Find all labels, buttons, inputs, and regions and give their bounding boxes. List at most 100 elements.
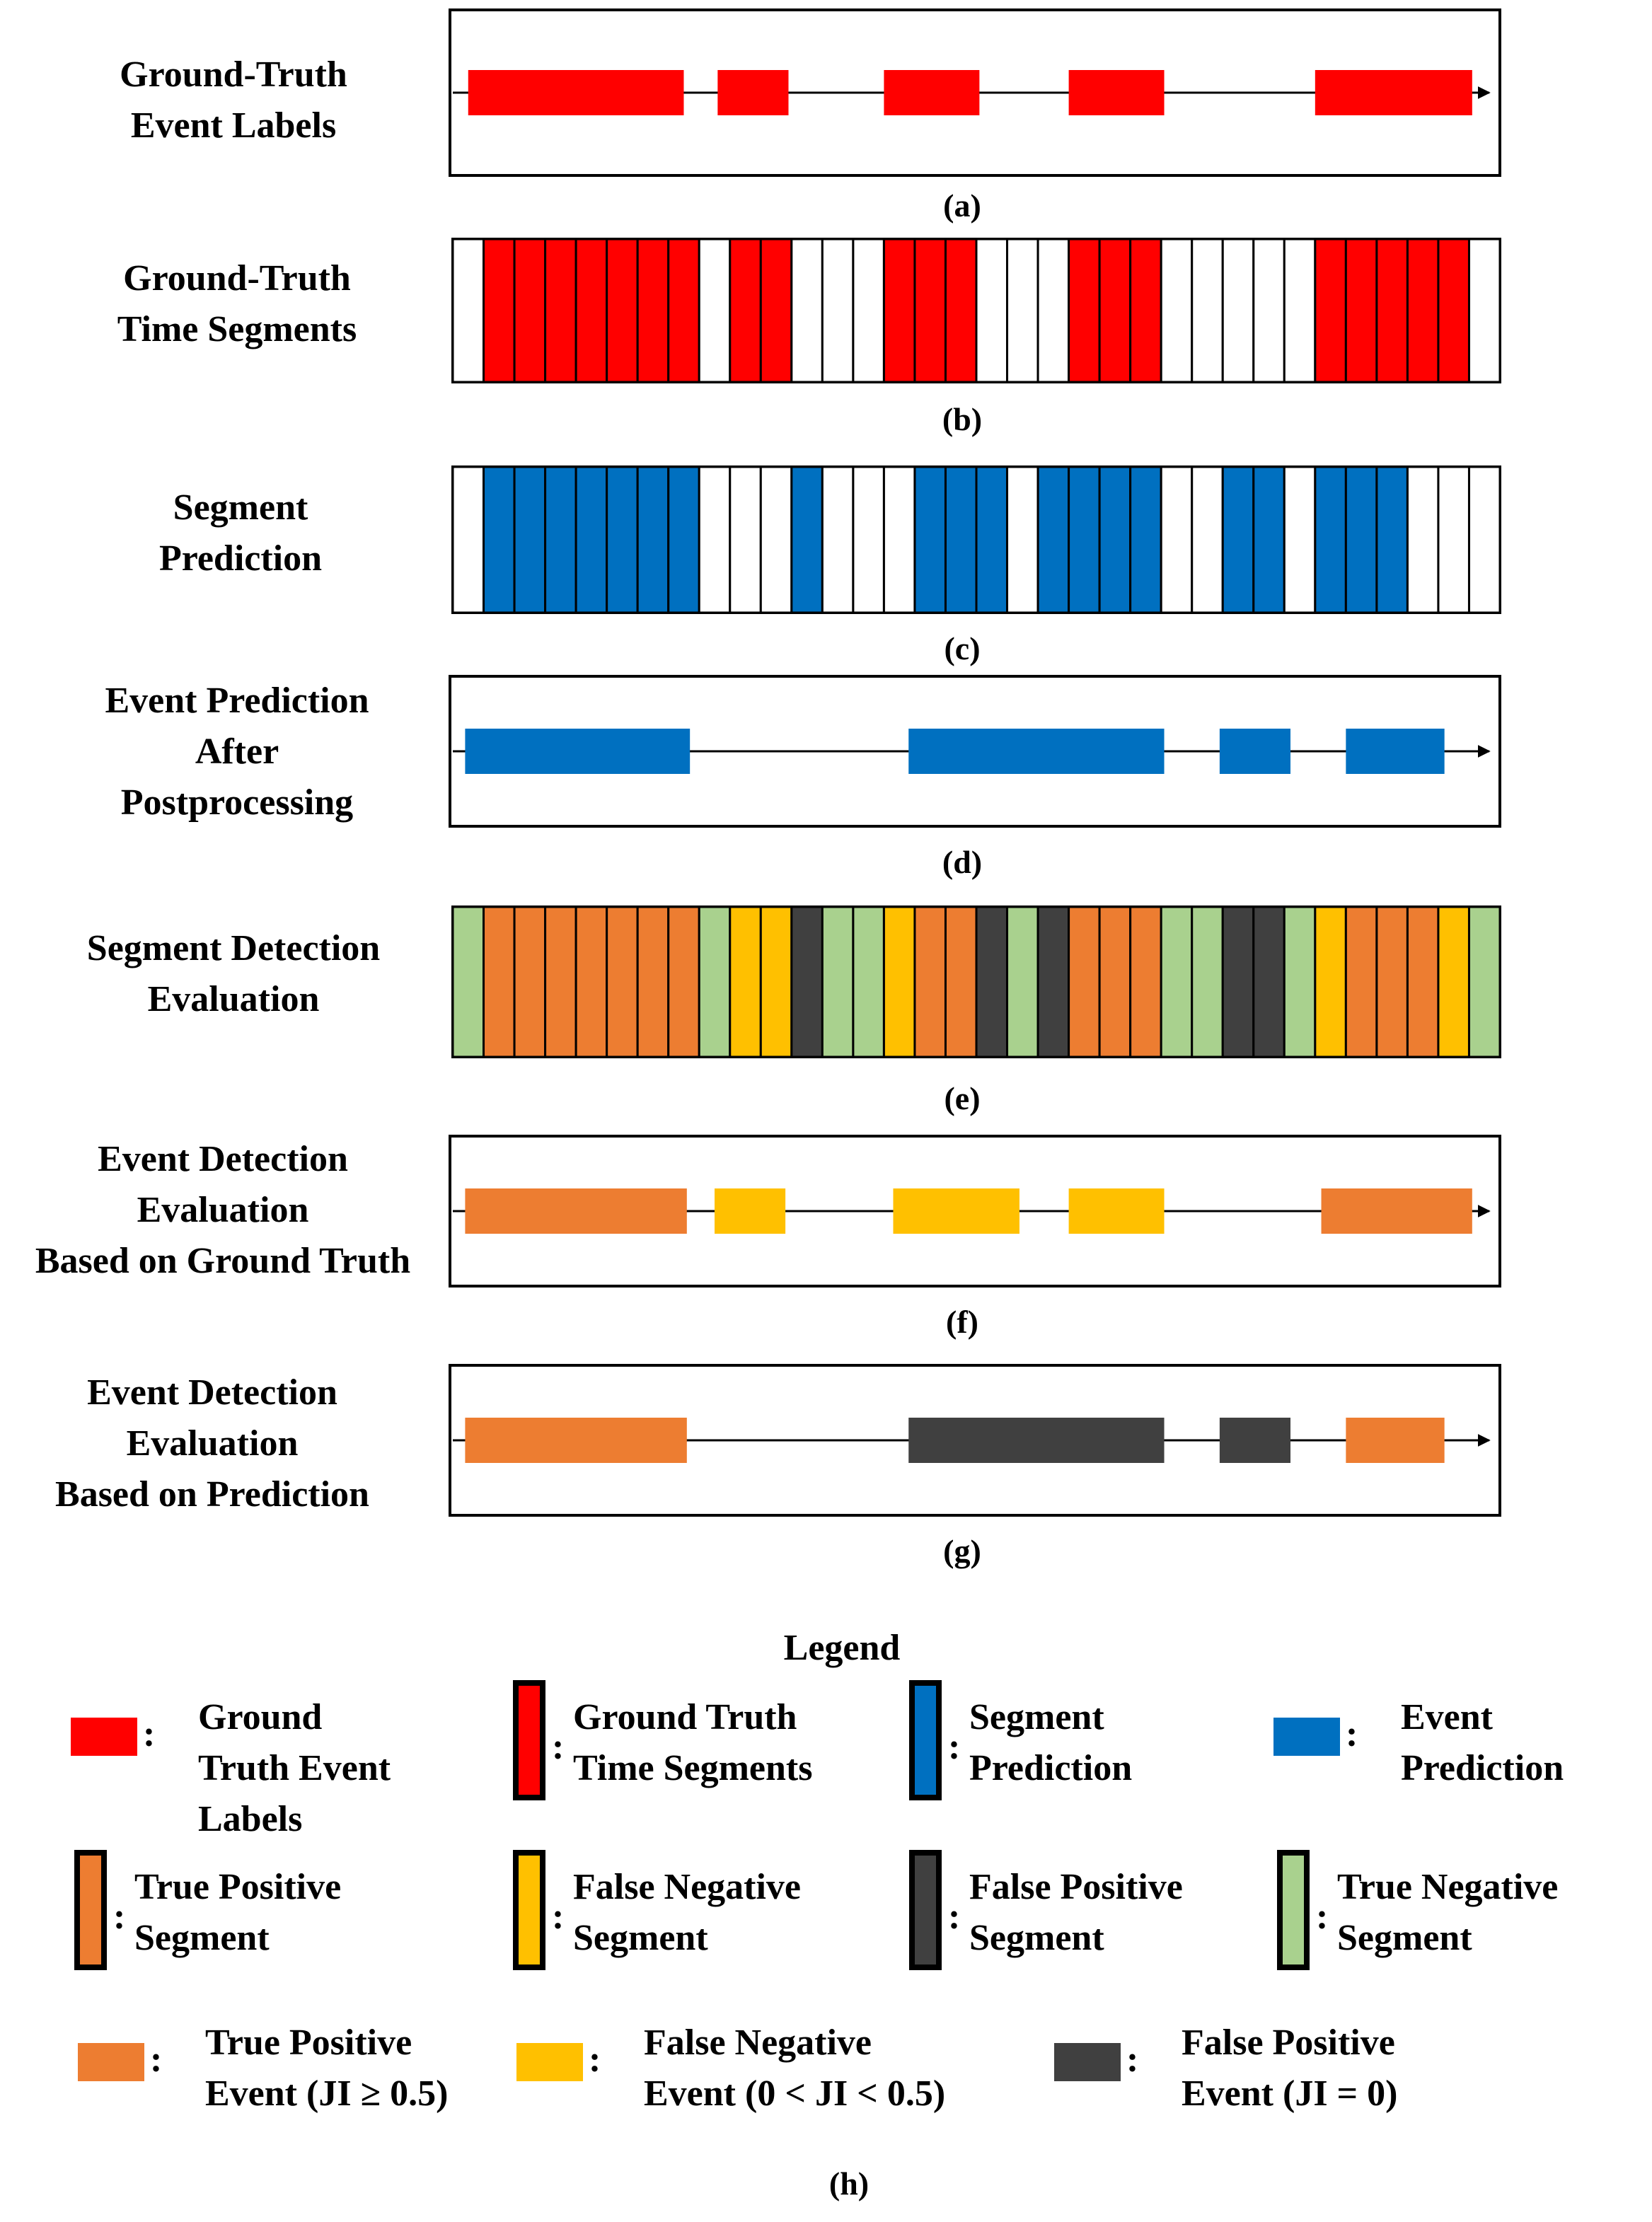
- row-b-segment: [1129, 238, 1162, 383]
- row-b-segment: [1437, 238, 1470, 383]
- row-c-segment: [882, 465, 916, 614]
- row-a-event-bar: [884, 70, 980, 115]
- row-e-segment: [1221, 905, 1255, 1058]
- row-b-segment: [1375, 238, 1409, 383]
- row-b-segment: [1191, 238, 1224, 383]
- row-label-a: Ground-Truth Event Labels: [120, 54, 347, 146]
- legend-label: True Negative Segment: [1337, 1867, 1559, 1958]
- legend-swatch-segment: [909, 1850, 942, 1970]
- legend-swatch-segment: [909, 1680, 942, 1800]
- row-e-segment: [882, 905, 916, 1058]
- row-b-segment: [698, 238, 732, 383]
- row-b-segment: [574, 238, 608, 383]
- row-e-segment: [1375, 905, 1409, 1058]
- row-g-event-bar: [465, 1418, 687, 1463]
- row-e-segment: [729, 905, 762, 1058]
- row-c-segment: [1406, 465, 1440, 614]
- caption-a: (a): [943, 187, 981, 224]
- legend-swatch-segment: [1277, 1850, 1310, 1970]
- row-label-f: Event Detection Evaluation Based on Grou…: [35, 1139, 411, 1281]
- legend-colon: :: [948, 1897, 961, 1937]
- caption-f: (f): [946, 1304, 978, 1340]
- row-d-event-bar: [1219, 729, 1290, 774]
- row-b-segment: [975, 238, 1009, 383]
- row-f-event-bar: [1068, 1188, 1165, 1234]
- row-c-segment: [1314, 465, 1347, 614]
- row-e-segment: [790, 905, 824, 1058]
- row-b-segment: [1036, 238, 1070, 383]
- row-c-segment: [944, 465, 978, 614]
- row-b-segment: [483, 238, 516, 383]
- row-e-segment: [1283, 905, 1317, 1058]
- legend-label: True Positive Event (JI ≥ 0.5): [205, 2023, 449, 2114]
- row-e-segment: [759, 905, 793, 1058]
- row-f-event-bar: [893, 1188, 1019, 1234]
- caption-b: (b): [942, 401, 983, 437]
- row-c-segment: [667, 465, 700, 614]
- row-c-segment: [729, 465, 762, 614]
- row-f-event-bar: [465, 1188, 687, 1234]
- row-c-segment: [1221, 465, 1255, 614]
- row-c-segment: [1191, 465, 1224, 614]
- row-g-event-bar: [1219, 1418, 1290, 1463]
- legend-colon: :: [552, 1897, 565, 1937]
- row-e-segment: [1006, 905, 1039, 1058]
- row-a-event-bar: [468, 70, 684, 115]
- legend-colon: :: [150, 2039, 163, 2080]
- legend-label: False Positive Segment: [969, 1867, 1183, 1958]
- row-c-segment: [544, 465, 577, 614]
- legend-label: Event Prediction: [1401, 1697, 1564, 1788]
- caption-e: (e): [944, 1080, 981, 1116]
- row-e-segment: [1437, 905, 1470, 1058]
- legend-colon: :: [143, 1714, 156, 1754]
- caption-c: (c): [944, 630, 981, 666]
- row-a-event-bar: [717, 70, 789, 115]
- row-d-event-bar: [465, 729, 691, 774]
- row-e-segment: [1314, 905, 1347, 1058]
- row-c-segment: [698, 465, 732, 614]
- row-e-segment: [1191, 905, 1224, 1058]
- row-e-segment: [483, 905, 516, 1058]
- legend-colon: :: [1346, 1714, 1358, 1754]
- legend-swatch-bar: [1273, 1718, 1340, 1756]
- row-e-segment: [513, 905, 547, 1058]
- timeline-diagram: [449, 8, 1501, 1517]
- row-b-segment: [729, 238, 762, 383]
- row-e-segment: [1036, 905, 1070, 1058]
- legend-colon: :: [948, 1727, 961, 1767]
- row-b-segment: [852, 238, 885, 383]
- row-b-segment: [790, 238, 824, 383]
- row-label-d: Event Prediction After Postprocessing: [105, 681, 369, 823]
- legend-swatch-segment: [74, 1850, 107, 1970]
- row-c-segment: [1006, 465, 1039, 614]
- legend-label: Ground Truth Time Segments: [573, 1697, 813, 1788]
- row-b-segment: [544, 238, 577, 383]
- row-label-e: Segment Detection Evaluation: [86, 928, 381, 1019]
- row-e-segment: [451, 905, 485, 1058]
- row-label-g: Event Detection Evaluation Based on Pred…: [55, 1372, 369, 1515]
- row-f-event-bar: [715, 1188, 786, 1234]
- row-e-segment: [606, 905, 639, 1058]
- row-b-segment: [759, 238, 793, 383]
- row-b-segment: [944, 238, 978, 383]
- row-e-segment: [544, 905, 577, 1058]
- row-label-b: Ground-Truth Time Segments: [117, 258, 357, 349]
- legend-swatch-bar: [1054, 2043, 1121, 2081]
- row-c-segment: [1344, 465, 1378, 614]
- legend-swatch-segment: [513, 1680, 545, 1800]
- row-e-segment: [1252, 905, 1286, 1058]
- row-c-segment: [759, 465, 793, 614]
- row-a-event-bar: [1315, 70, 1472, 115]
- row-b-segment: [1344, 238, 1378, 383]
- row-e-segment: [852, 905, 885, 1058]
- row-c-segment: [1160, 465, 1194, 614]
- row-c-segment: [636, 465, 670, 614]
- row-a-event-bar: [1068, 70, 1165, 115]
- row-g-event-bar: [1346, 1418, 1445, 1463]
- row-c-segment: [1129, 465, 1162, 614]
- row-b-segment: [821, 238, 855, 383]
- row-c-segment: [1068, 465, 1101, 614]
- row-c-segment: [513, 465, 547, 614]
- row-b-segment: [451, 238, 485, 383]
